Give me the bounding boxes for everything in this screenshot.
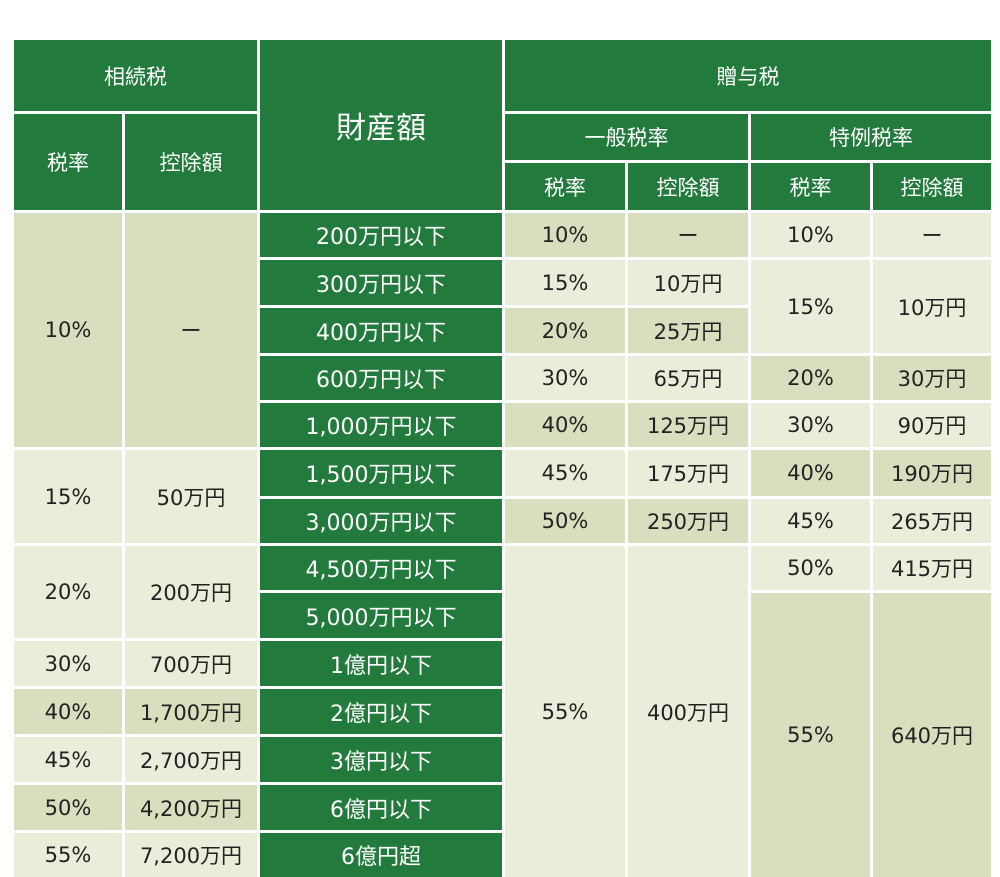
header-gift-tax: 贈与税 (505, 40, 991, 111)
header-special-deduction: 控除額 (873, 163, 991, 210)
general-rate-cell: 50% (505, 499, 625, 543)
amount-cell: 200万円以下 (260, 213, 502, 257)
special-rate-cell: 30% (751, 403, 870, 447)
inheritance-deduction-cell: ー (125, 213, 257, 447)
general-deduction-cell: 65万円 (628, 356, 748, 400)
inheritance-deduction-cell: 200万円 (125, 546, 257, 638)
header-general-deduction: 控除額 (628, 163, 748, 210)
general-deduction-cell: 25万円 (628, 308, 748, 353)
special-rate-cell: 15% (751, 260, 870, 353)
inheritance-rate-cell: 30% (14, 641, 122, 686)
special-rate-cell: 55% (751, 593, 870, 877)
amount-cell: 1,000万円以下 (260, 403, 502, 447)
amount-cell: 6億円以下 (260, 785, 502, 830)
general-rate-cell: 10% (505, 213, 625, 257)
amount-cell: 5,000万円以下 (260, 593, 502, 638)
amount-cell: 4,500万円以下 (260, 546, 502, 590)
inheritance-rate-cell: 50% (14, 785, 122, 830)
general-deduction-cell: 10万円 (628, 260, 748, 305)
header-special-rate: 特例税率 (751, 114, 991, 160)
inheritance-rate-cell: 15% (14, 450, 122, 543)
special-deduction-cell: 415万円 (873, 546, 991, 590)
inheritance-rate-cell: 55% (14, 833, 122, 877)
amount-cell: 400万円以下 (260, 308, 502, 353)
amount-cell: 300万円以下 (260, 260, 502, 305)
inheritance-deduction-cell: 700万円 (125, 641, 257, 686)
general-rate-cell: 40% (505, 403, 625, 447)
amount-cell: 1億円以下 (260, 641, 502, 686)
general-deduction-cell: 125万円 (628, 403, 748, 447)
inheritance-deduction-cell: 4,200万円 (125, 785, 257, 830)
header-general-rate: 一般税率 (505, 114, 748, 160)
special-rate-cell: 45% (751, 499, 870, 543)
special-deduction-cell: 190万円 (873, 450, 991, 496)
special-deduction-cell: 90万円 (873, 403, 991, 447)
general-deduction-cell: 175万円 (628, 450, 748, 496)
special-deduction-cell: 265万円 (873, 499, 991, 543)
general-deduction-cell: ー (628, 213, 748, 257)
amount-cell: 600万円以下 (260, 356, 502, 400)
amount-cell: 1,500万円以下 (260, 450, 502, 496)
header-inheritance-tax: 相続税 (14, 40, 257, 111)
inheritance-deduction-cell: 7,200万円 (125, 833, 257, 877)
special-deduction-cell: 10万円 (873, 260, 991, 353)
special-deduction-cell: 640万円 (873, 593, 991, 877)
inheritance-deduction-cell: 50万円 (125, 450, 257, 543)
amount-cell: 3億円以下 (260, 737, 502, 782)
special-rate-cell: 50% (751, 546, 870, 590)
inheritance-rate-cell: 40% (14, 689, 122, 734)
header-general-tax-rate: 税率 (505, 163, 625, 210)
header-property-amount: 財産額 (260, 40, 502, 210)
header-inheritance-rate: 税率 (14, 114, 122, 210)
amount-cell: 2億円以下 (260, 689, 502, 734)
general-rate-cell: 45% (505, 450, 625, 496)
general-rate-cell: 30% (505, 356, 625, 400)
inheritance-deduction-cell: 1,700万円 (125, 689, 257, 734)
special-rate-cell: 20% (751, 356, 870, 400)
special-deduction-cell: ー (873, 213, 991, 257)
special-rate-cell: 10% (751, 213, 870, 257)
general-rate-cell: 20% (505, 308, 625, 353)
special-deduction-cell: 30万円 (873, 356, 991, 400)
header-inheritance-deduction: 控除額 (125, 114, 257, 210)
amount-cell: 6億円超 (260, 833, 502, 877)
general-rate-cell: 15% (505, 260, 625, 305)
inheritance-deduction-cell: 2,700万円 (125, 737, 257, 782)
general-rate-cell: 55% (505, 546, 625, 877)
special-rate-cell: 40% (751, 450, 870, 496)
inheritance-rate-cell: 20% (14, 546, 122, 638)
general-deduction-cell: 400万円 (628, 546, 748, 877)
inheritance-rate-cell: 45% (14, 737, 122, 782)
inheritance-rate-cell: 10% (14, 213, 122, 447)
header-special-tax-rate: 税率 (751, 163, 870, 210)
general-deduction-cell: 250万円 (628, 499, 748, 543)
amount-cell: 3,000万円以下 (260, 499, 502, 543)
